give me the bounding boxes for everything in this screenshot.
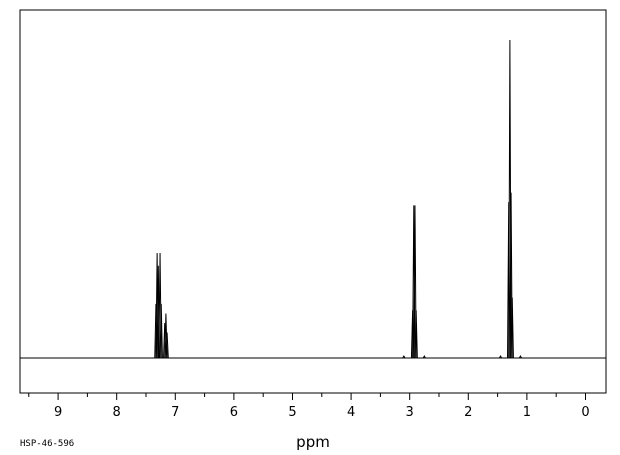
spectrum-peak: [422, 355, 426, 359]
x-axis-ticks: 9 8 7 6 5 4 3 2 1 0: [28, 393, 590, 420]
x-tick-label: 4: [347, 405, 355, 420]
x-tick-label: 7: [171, 405, 179, 420]
spectrum-peak: [163, 323, 167, 359]
x-tick-label: 1: [523, 405, 531, 420]
spectrum-peak: [498, 355, 503, 359]
spectrum-code: HSP-46-596: [20, 439, 74, 449]
x-tick-label: 2: [464, 405, 472, 420]
x-axis-label: ppm: [296, 433, 330, 451]
plot-frame: [19, 9, 607, 394]
spectrum-peak: [154, 303, 158, 359]
x-tick-label: 0: [581, 405, 589, 420]
x-tick-label: 9: [54, 405, 62, 420]
spectrum-peaks: [154, 39, 523, 359]
spectrum-peak: [413, 205, 417, 359]
spectrum-peak: [507, 202, 511, 359]
x-tick-label: 8: [113, 405, 121, 420]
x-tick-label: 6: [230, 405, 238, 420]
spectrum-peak: [159, 303, 163, 359]
spectrum-peak: [165, 332, 169, 359]
spectrum-peak: [518, 355, 523, 359]
x-tick-label: 5: [288, 405, 296, 420]
spectrum-peak: [510, 297, 514, 359]
x-tick-label: 3: [406, 405, 414, 420]
spectrum-peak: [402, 355, 406, 359]
spectrum-peak: [414, 310, 418, 359]
